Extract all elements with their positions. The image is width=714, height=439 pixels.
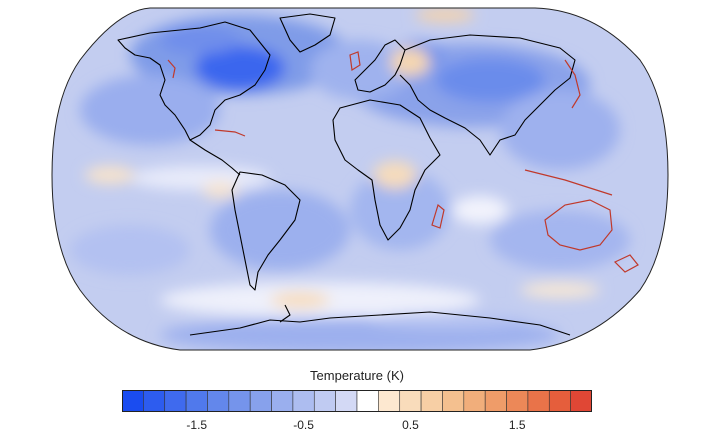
colorbar-swatch (484, 390, 507, 412)
colorbar-swatch (399, 390, 422, 412)
coast-africa (332, 99, 441, 241)
colorbar-tick-label: -1.5 (186, 418, 208, 432)
coast-alaska (167, 59, 176, 79)
coast-new-zealand (613, 254, 639, 273)
colorbar-swatch (506, 390, 529, 412)
coast-antarctica (189, 311, 571, 336)
colorbar-swatch (122, 390, 144, 412)
coastlines (117, 13, 576, 336)
colorbar-swatch (548, 390, 571, 412)
highlighted-coasts (167, 51, 639, 273)
colorbar-swatch (292, 390, 315, 412)
colorbar-frame (122, 390, 592, 412)
coast-greenland (279, 13, 336, 53)
coast-central-america (189, 139, 241, 176)
colorbar-tick-label: 0.5 (402, 418, 419, 432)
colorbar-swatch (335, 390, 358, 412)
coast-asia (399, 34, 576, 156)
colorbar-swatch (442, 390, 465, 412)
colorbar-swatch (356, 390, 379, 412)
colorbar-swatch (249, 390, 272, 412)
colorbar-swatch (207, 390, 230, 412)
coast-south-america (231, 171, 301, 291)
colorbar-title: Temperature (K) (310, 368, 404, 383)
colorbar-swatch (164, 390, 187, 412)
colorbar-swatch (143, 390, 166, 412)
globe-outline (51, 7, 669, 351)
colorbar-swatch (185, 390, 208, 412)
colorbar-swatch (463, 390, 486, 412)
colorbar-swatch (570, 390, 592, 412)
colorbar-swatch (378, 390, 401, 412)
colorbar-tick-label: -0.5 (293, 418, 314, 432)
coast-australia (544, 199, 613, 251)
coast-europe (354, 39, 406, 93)
colorbar-swatch (313, 390, 336, 412)
colorbar (122, 390, 592, 412)
coast-japan (564, 59, 581, 109)
coast-caribbean (214, 129, 246, 137)
colorbar-swatch (420, 390, 443, 412)
colorbar-swatch (271, 390, 294, 412)
colorbar-swatch (527, 390, 550, 412)
anomaly-field (52, 8, 668, 350)
coast-madagascar (431, 203, 445, 229)
coast-north-america (117, 21, 271, 141)
coast-indonesia (524, 169, 613, 196)
coast-british-isles (349, 51, 361, 72)
world-map (51, 7, 669, 351)
colorbar-tick-label: 1.5 (508, 418, 526, 432)
colorbar-swatch (228, 390, 251, 412)
